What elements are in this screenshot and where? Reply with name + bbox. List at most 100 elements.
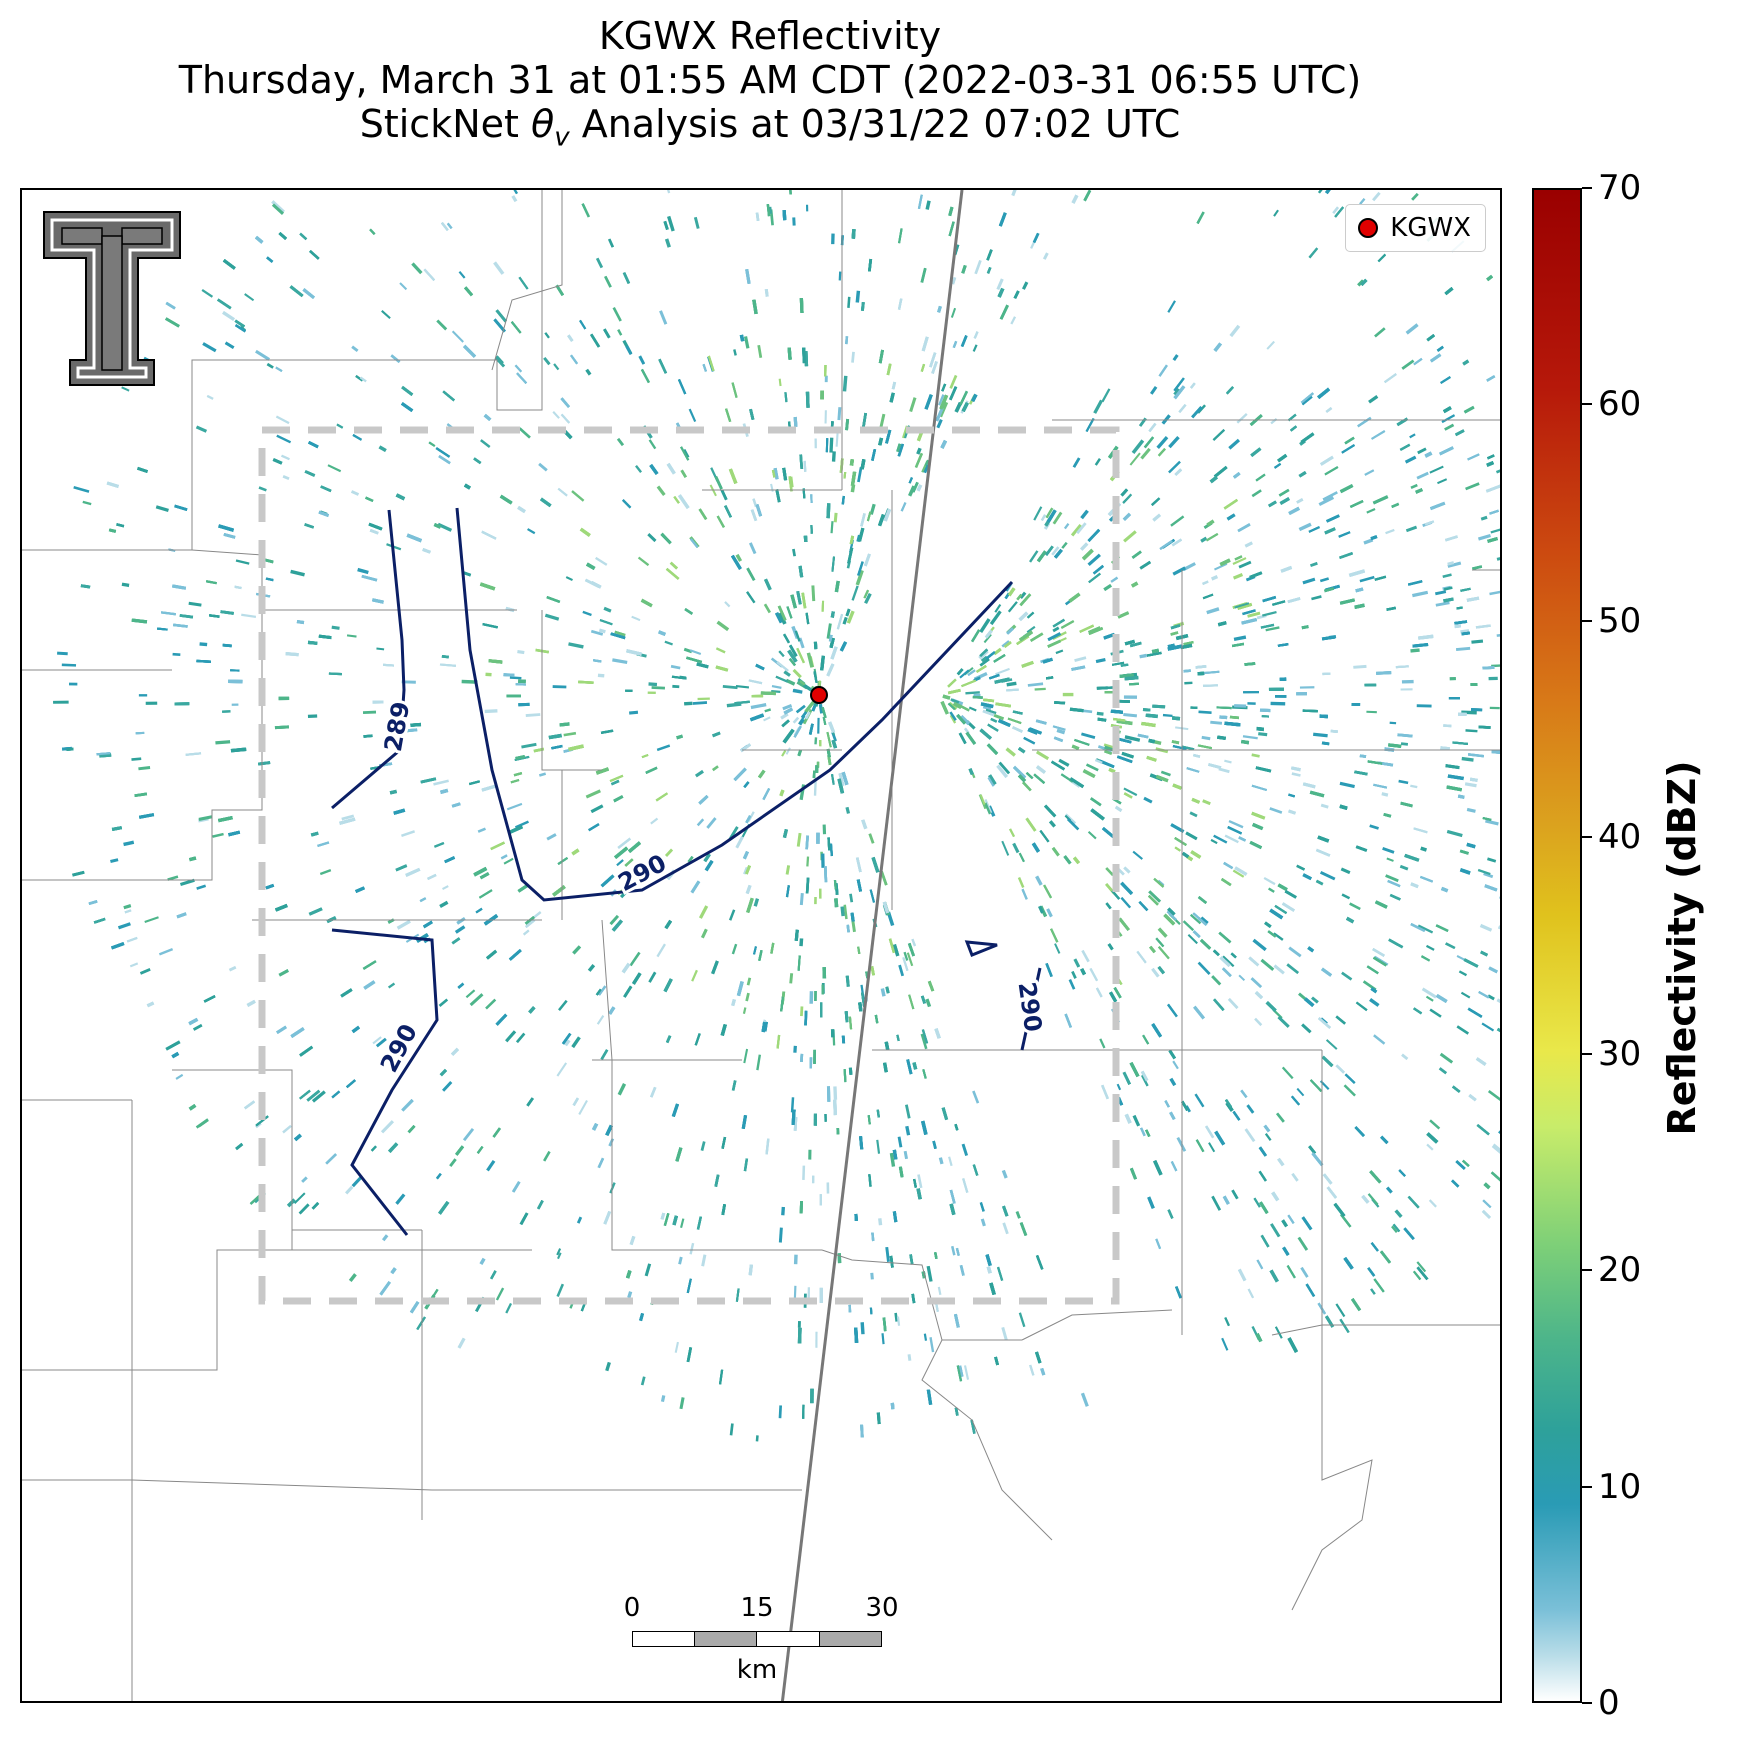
echo-gate: [1183, 669, 1191, 673]
echo-gate: [932, 1140, 937, 1150]
echo-gate: [1462, 1159, 1470, 1167]
echo-gate: [218, 524, 235, 532]
echo-gate: [1223, 498, 1238, 510]
echo-gate: [650, 817, 659, 825]
echo-gate: [983, 633, 992, 644]
echo-gate: [622, 499, 632, 509]
echo-gate: [1311, 595, 1322, 601]
echo-gate: [938, 401, 949, 418]
echo-gate: [1374, 575, 1387, 581]
echo-gate: [403, 728, 418, 733]
echo-gate: [839, 641, 848, 652]
echo-gate: [722, 685, 738, 690]
echo-gate: [1213, 465, 1228, 478]
echo-gate: [1030, 632, 1044, 642]
echo-gate: [396, 919, 411, 930]
echo-gate: [1404, 455, 1417, 464]
echo-gate: [599, 619, 613, 626]
echo-gate: [1050, 928, 1059, 943]
echo-gate: [958, 732, 967, 745]
echo-gate: [798, 565, 804, 578]
echo-gate: [1012, 710, 1023, 715]
echo-gate: [557, 857, 569, 866]
echo-gate: [700, 1141, 706, 1151]
echo-gate: [514, 820, 529, 829]
echo-gate: [1232, 471, 1241, 479]
echo-gate: [578, 1099, 588, 1115]
echo-gate: [1214, 562, 1228, 571]
echo-gate: [1339, 552, 1354, 559]
echo-gate: [1090, 797, 1102, 807]
echo-gate: [1176, 1136, 1187, 1152]
echo-gate: [1105, 867, 1114, 876]
echo-gate: [585, 368, 592, 376]
echo-gate: [1389, 893, 1401, 901]
echo-gate: [826, 503, 831, 519]
echo-gate: [493, 261, 505, 275]
echo-gate: [1221, 1337, 1229, 1351]
echo-gate: [1446, 829, 1463, 838]
echo-gate: [967, 669, 976, 677]
echo-gate: [1388, 743, 1402, 748]
echo-gate: [949, 714, 957, 724]
echo-gate: [1398, 1169, 1406, 1177]
echo-gate: [596, 1015, 605, 1025]
echo-gate: [206, 394, 214, 400]
echo-gate: [951, 277, 957, 285]
echo-gate: [656, 943, 666, 958]
echo-gate: [635, 465, 643, 473]
echo-gate: [1159, 540, 1173, 551]
echo-gate: [694, 1033, 701, 1046]
echo-gate: [1401, 359, 1415, 370]
echo-gate: [1467, 453, 1480, 461]
echo-gate: [306, 1089, 321, 1102]
echo-gate: [1400, 801, 1413, 808]
echo-gate: [271, 200, 285, 214]
echo-gate: [707, 355, 715, 372]
echo-gate: [478, 889, 493, 899]
echo-gate: [640, 1376, 646, 1386]
echo-gate: [845, 975, 850, 987]
echo-gate: [1052, 631, 1067, 641]
echo-gate: [1097, 717, 1107, 722]
echo-gate: [1455, 646, 1471, 652]
echo-gate: [867, 1115, 871, 1125]
echo-gate: [937, 305, 942, 313]
echo-gate: [198, 815, 213, 821]
echo-gate: [994, 603, 1002, 613]
echo-gate: [648, 971, 657, 983]
echo-gate: [868, 1174, 872, 1187]
echo-gate: [782, 728, 795, 744]
echo-gate: [950, 698, 960, 704]
echo-gate: [1407, 1195, 1420, 1209]
echo-gate: [896, 1034, 900, 1042]
echo-gate: [1123, 792, 1133, 799]
echo-gate: [1463, 958, 1479, 968]
echo-gate: [1286, 963, 1300, 975]
echo-gate: [790, 1097, 795, 1113]
echo-gate: [228, 965, 237, 972]
echo-gate: [1054, 943, 1061, 954]
echo-gate: [804, 1010, 808, 1026]
echo-gate: [909, 397, 917, 413]
echo-gate: [1224, 1317, 1230, 1327]
echo-gate: [972, 1090, 980, 1104]
echo-gate: [441, 654, 449, 659]
echo-gate: [1429, 465, 1444, 474]
echo-gate: [871, 1232, 875, 1242]
echo-gate: [753, 898, 760, 907]
echo-gate: [201, 288, 214, 298]
echo-gate: [1345, 916, 1355, 924]
echo-gate: [1373, 1278, 1385, 1293]
echo-gate: [834, 898, 839, 908]
echo-gate: [1487, 994, 1495, 1001]
echo-gate: [451, 802, 461, 808]
echo-gate: [953, 1313, 960, 1328]
radar-map[interactable]: 289 290 290 290 KGWX 0 15 30: [20, 188, 1502, 1703]
echo-gate: [1063, 522, 1070, 530]
echo-gate: [411, 262, 423, 275]
echo-gate: [985, 651, 996, 660]
echo-gate: [368, 522, 383, 531]
echo-gate: [518, 427, 531, 439]
echo-gate: [1349, 902, 1361, 911]
